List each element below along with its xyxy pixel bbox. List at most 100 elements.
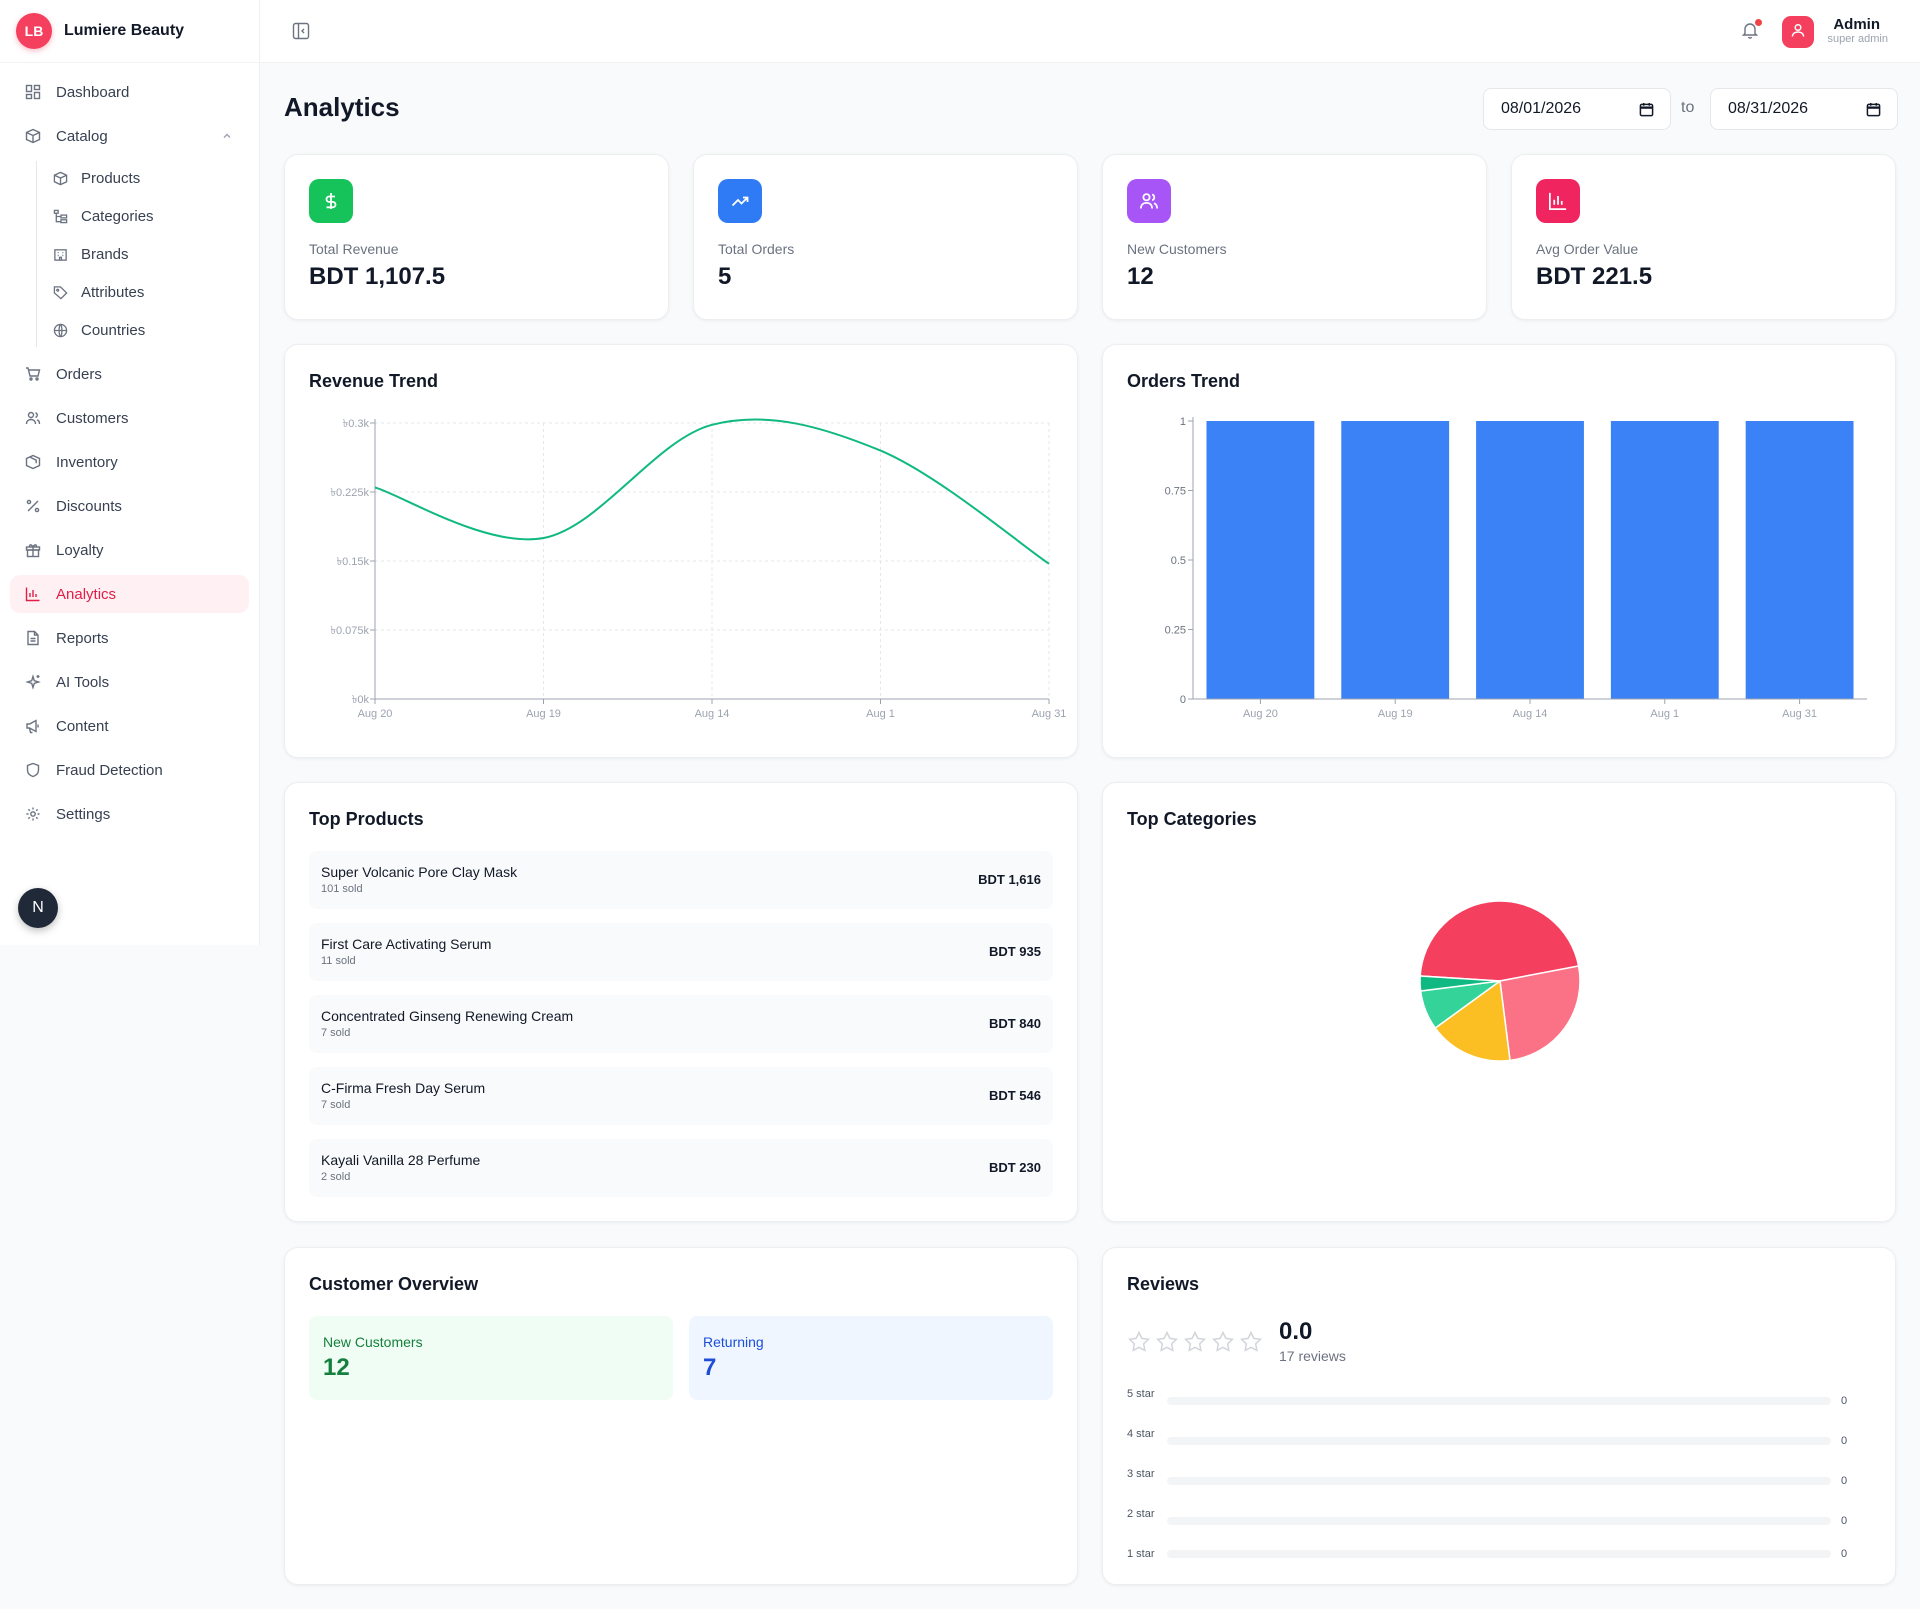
card-title: Reviews xyxy=(1127,1274,1200,1294)
calendar-icon[interactable] xyxy=(1866,102,1881,122)
gift-icon xyxy=(24,541,42,559)
sidebar-item-ai-tools[interactable]: AI Tools xyxy=(10,663,249,701)
sidebar-item-customers[interactable]: Customers xyxy=(10,399,249,437)
returning-customers-label: Returning xyxy=(703,1334,764,1350)
cart-icon xyxy=(24,365,42,383)
bar xyxy=(1610,421,1719,699)
sidebar-item-catalog[interactable]: Catalog xyxy=(10,117,249,155)
date-from-input[interactable]: 08/01/2026 xyxy=(1483,88,1671,130)
y-tick-label: ৳0.225k xyxy=(330,487,369,499)
stat-label: Total Revenue xyxy=(309,241,399,257)
list-item[interactable]: Kayali Vanilla 28 Perfume 2 sold BDT 230 xyxy=(309,1139,1053,1197)
stat-label: New Customers xyxy=(1127,241,1227,257)
product-revenue: BDT 1,616 xyxy=(978,872,1041,887)
sidebar-subitem-attributes[interactable]: Attributes xyxy=(53,275,249,309)
page-title: Analytics xyxy=(284,92,400,122)
sparkles-icon xyxy=(24,673,42,691)
sidebar-subitem-label: Brands xyxy=(81,245,129,263)
stat-value: BDT 221.5 xyxy=(1536,263,1653,290)
sidebar-item-label: Orders xyxy=(56,365,102,383)
x-tick-label: Aug 19 xyxy=(1378,708,1413,720)
product-name: Kayali Vanilla 28 Perfume xyxy=(321,1152,481,1168)
revenue-line xyxy=(374,418,1050,565)
list-item[interactable]: Super Volcanic Pore Clay Mask 101 sold B… xyxy=(309,851,1053,909)
sidebar-item-dashboard[interactable]: Dashboard xyxy=(10,73,249,111)
date-to-input[interactable]: 08/31/2026 xyxy=(1710,88,1898,130)
rating-bar xyxy=(1167,1437,1831,1445)
sidebar-item-reports[interactable]: Reports xyxy=(10,619,249,657)
star-icon xyxy=(1239,1330,1263,1352)
stat-card-new-customers: New Customers 12 xyxy=(1102,154,1487,320)
top-categories-card: Top Categories xyxy=(1102,782,1896,1222)
date-separator: to xyxy=(1681,99,1695,116)
user-name[interactable]: Admin xyxy=(1833,16,1880,33)
sidebar-item-orders[interactable]: Orders xyxy=(10,355,249,393)
sidebar-item-label: Fraud Detection xyxy=(56,761,163,779)
shield-icon xyxy=(24,761,42,779)
product-name: Super Volcanic Pore Clay Mask xyxy=(321,864,518,880)
notifications-bell-icon[interactable] xyxy=(1740,19,1762,45)
sidebar-item-settings[interactable]: Settings xyxy=(10,795,249,833)
sidebar-nav: Dashboard Catalog Products Categories Br… xyxy=(0,63,259,849)
sidebar-item-discounts[interactable]: Discounts xyxy=(10,487,249,525)
sidebar-item-label: Inventory xyxy=(56,453,118,471)
star-icon xyxy=(1183,1330,1207,1352)
date-from-value: 08/01/2026 xyxy=(1501,100,1582,117)
x-tick-label: Aug 20 xyxy=(1243,708,1278,720)
megaphone-icon xyxy=(24,717,42,735)
percent-icon xyxy=(24,497,42,515)
sidebar-item-loyalty[interactable]: Loyalty xyxy=(10,531,249,569)
x-tick-label: Aug 31 xyxy=(1782,708,1817,720)
stat-card-total-orders: Total Orders 5 xyxy=(693,154,1078,320)
product-revenue: BDT 230 xyxy=(988,1160,1041,1175)
star-rating xyxy=(1127,1330,1263,1354)
sidebar-toggle-icon[interactable] xyxy=(292,22,310,45)
floating-n-badge[interactable]: N xyxy=(18,888,58,928)
new-customers-box: New Customers 12 xyxy=(309,1316,673,1400)
y-tick-label: ৳0.075k xyxy=(330,625,369,637)
revenue-trend-card: Revenue Trend ৳0k ৳0.075k ৳0.15k ৳0.225k ৳0.… xyxy=(284,344,1078,758)
list-item[interactable]: Concentrated Ginseng Renewing Cream 7 so… xyxy=(309,995,1053,1053)
list-item[interactable]: C-Firma Fresh Day Serum 7 sold BDT 546 xyxy=(309,1067,1053,1125)
sidebar-item-analytics[interactable]: Analytics xyxy=(10,575,249,613)
customer-overview-card: Customer Overview New Customers 12 Retur… xyxy=(284,1247,1078,1585)
orders-trend-chart: 0 0.25 0.5 0.75 1 Aug 20 Aug 19 Aug 14 Aug 1 Aug … xyxy=(1165,416,1867,720)
sidebar-item-label: Catalog xyxy=(56,127,108,145)
users-icon xyxy=(1127,179,1171,223)
rating-row-label: 2 star xyxy=(1127,1508,1155,1520)
rating-row-label: 3 star xyxy=(1127,1468,1155,1480)
globe-icon xyxy=(53,322,69,338)
rating-row-count: 0 xyxy=(1841,1475,1848,1487)
x-tick-label: Aug 14 xyxy=(1513,708,1548,720)
orders-trend-card: Orders Trend 0 0.25 0.5 0.75 1 Aug 20 Aug 19 Au… xyxy=(1102,344,1896,758)
sidebar-item-inventory[interactable]: Inventory xyxy=(10,443,249,481)
trending-up-icon xyxy=(718,179,762,223)
new-customers-value: 12 xyxy=(323,1354,350,1381)
review-count: 17 reviews xyxy=(1279,1348,1346,1364)
sidebar-item-label: Loyalty xyxy=(56,541,104,559)
bar xyxy=(1206,421,1315,699)
bar xyxy=(1341,421,1450,699)
calendar-icon[interactable] xyxy=(1639,102,1654,122)
bar xyxy=(1476,421,1584,699)
y-tick-label: 0.5 xyxy=(1171,555,1186,567)
sidebar-item-content[interactable]: Content xyxy=(10,707,249,745)
stat-card-avg-order-value: Avg Order Value BDT 221.5 xyxy=(1511,154,1896,320)
rating-row-label: 4 star xyxy=(1127,1428,1155,1440)
sidebar-item-label: Reports xyxy=(56,629,109,647)
sidebar-item-fraud-detection[interactable]: Fraud Detection xyxy=(10,751,249,789)
x-tick-label: Aug 20 xyxy=(358,708,393,720)
sidebar-subitem-brands[interactable]: Brands xyxy=(53,237,249,271)
sidebar-subitem-countries[interactable]: Countries xyxy=(53,313,249,347)
list-item[interactable]: First Care Activating Serum 11 sold BDT … xyxy=(309,923,1053,981)
notification-dot xyxy=(1755,19,1762,26)
y-tick-label: 0.75 xyxy=(1165,486,1186,498)
product-revenue: BDT 935 xyxy=(988,944,1041,959)
date-to-value: 08/31/2026 xyxy=(1728,100,1809,117)
sidebar-subitem-products[interactable]: Products xyxy=(53,161,249,195)
sidebar-subitem-categories[interactable]: Categories xyxy=(53,199,249,233)
user-avatar[interactable] xyxy=(1782,16,1814,48)
brand[interactable]: LB Lumiere Beauty xyxy=(0,0,259,63)
pie-slice xyxy=(1434,979,1511,1062)
product-name: C-Firma Fresh Day Serum xyxy=(321,1080,486,1096)
